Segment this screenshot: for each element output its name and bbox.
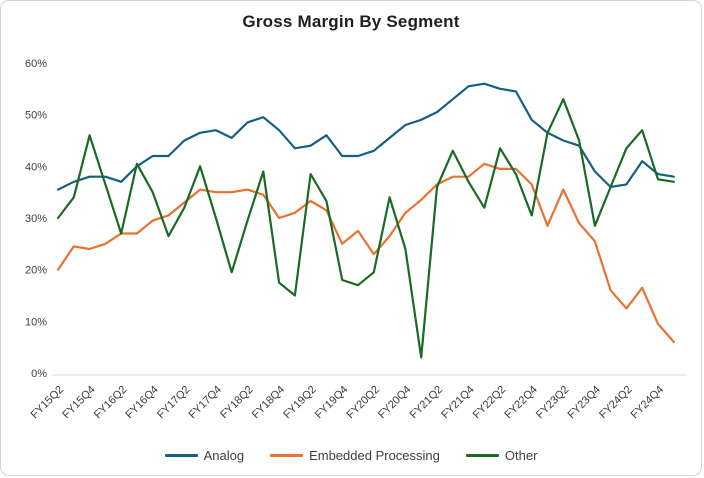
x-axis-tick-label: FY22Q4 [502, 384, 539, 421]
legend-label-other: Other [504, 448, 538, 463]
y-axis-tick-label: 20% [25, 265, 47, 277]
y-axis-tick-label: 0% [31, 368, 47, 380]
legend-item-analog: Analog [164, 448, 245, 463]
x-axis-tick-label: FY18Q4 [250, 384, 287, 421]
legend-item-embedded-processing: Embedded Processing [270, 448, 440, 463]
x-axis-tick-label: FY19Q4 [313, 384, 350, 421]
legend-item-other: Other [465, 448, 538, 463]
x-axis-tick-label: FY19Q2 [281, 384, 318, 421]
legend-label-analog: Analog [203, 448, 245, 463]
x-axis-tick-label: FY18Q2 [218, 384, 255, 421]
x-axis-tick-label: FY21Q2 [408, 384, 445, 421]
x-axis-tick-label: FY20Q4 [376, 384, 413, 421]
x-axis-tick-label: FY23Q2 [534, 384, 571, 421]
x-axis-tick-label: FY24Q4 [629, 384, 666, 421]
legend-label-embedded-processing: Embedded Processing [309, 448, 440, 463]
series-line-analog [56, 82, 675, 191]
other-line-swatch [465, 454, 499, 457]
chart-title: Gross Margin By Segment [242, 12, 460, 31]
x-axis-tick-label: FY15Q4 [60, 384, 97, 421]
x-axis-tick-label: FY15Q2 [29, 384, 66, 421]
x-axis-tick-label: FY17Q2 [155, 384, 192, 421]
y-axis-tick-label: 40% [25, 161, 47, 173]
series-line-other [56, 98, 675, 359]
x-axis-tick-label: FY17Q4 [187, 384, 224, 421]
x-axis-tick-label: FY21Q4 [439, 384, 476, 421]
series-line-embedded-processing [56, 162, 675, 344]
x-axis-tick-label: FY23Q4 [566, 384, 603, 421]
embedded-processing-line-swatch [270, 454, 304, 457]
y-axis-tick-label: 30% [25, 213, 47, 225]
x-axis-tick-label: FY20Q2 [344, 384, 381, 421]
analog-line-swatch [164, 454, 198, 457]
legend: Analog Embedded Processing Other [1, 448, 701, 463]
y-axis-tick-label: 10% [25, 316, 47, 328]
x-axis-tick-label: FY22Q2 [471, 384, 508, 421]
x-axis-tick-label: FY16Q4 [123, 384, 160, 421]
x-axis-tick-label: FY16Q2 [92, 384, 129, 421]
y-axis-tick-label: 50% [25, 110, 47, 122]
x-axis-tick-label: FY24Q2 [597, 384, 634, 421]
y-axis-tick-label: 60% [25, 58, 47, 70]
